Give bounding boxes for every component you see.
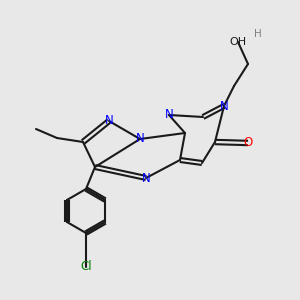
Text: OH: OH <box>230 37 247 47</box>
Text: N: N <box>165 109 173 122</box>
Text: H: H <box>254 29 262 39</box>
Text: O: O <box>243 136 253 149</box>
Text: N: N <box>220 100 228 112</box>
Text: N: N <box>105 115 113 128</box>
Text: N: N <box>136 133 144 146</box>
Text: Cl: Cl <box>80 260 92 274</box>
Text: N: N <box>142 172 150 184</box>
